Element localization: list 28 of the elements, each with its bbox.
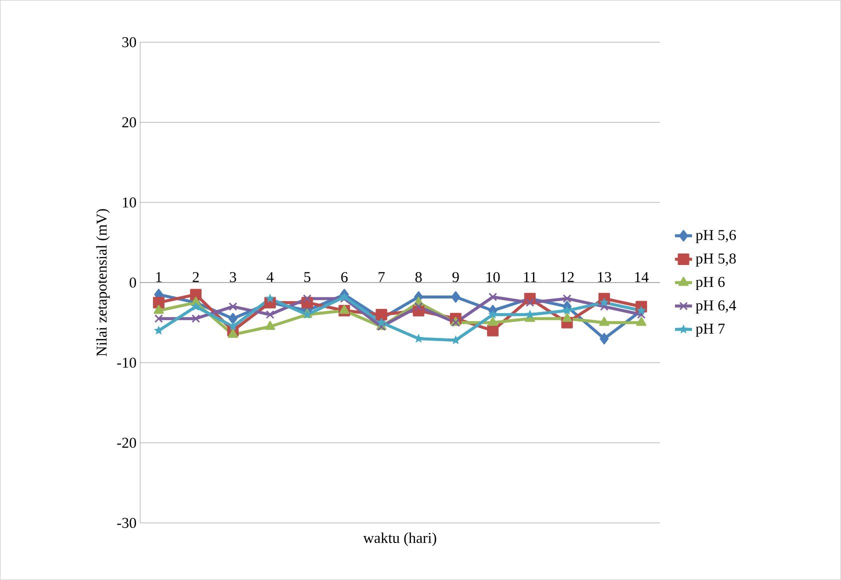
x-tick-label: 6 [341, 272, 348, 282]
x-tick-label: 13 [598, 272, 612, 282]
x-tick-label: 8 [415, 272, 422, 282]
y-tick-label: 30 [122, 37, 136, 48]
y-tick-label: -20 [117, 438, 136, 448]
x-tick-label: 2 [192, 272, 199, 282]
legend-label: pH 5,6 [696, 230, 736, 244]
x-axis-title: waktu (hari) [363, 532, 436, 546]
y-tick-label: 0 [130, 277, 136, 288]
x-tick-label: 9 [452, 272, 459, 282]
x-tick-label: 11 [524, 272, 536, 282]
legend-label: pH 5,8 [696, 253, 736, 267]
legend-label: pH 6 [696, 276, 725, 290]
x-tick-label: 3 [230, 272, 236, 282]
x-tick-label: 10 [486, 272, 500, 282]
x-tick-label: 4 [266, 272, 274, 282]
y-tick-label: 20 [122, 117, 136, 128]
x-tick-label: 12 [560, 272, 574, 282]
y-axis-title: Nilai zetapotensial (mV) [96, 209, 110, 356]
legend-label: pH 6,4 [696, 300, 736, 314]
x-tick-label: 5 [304, 272, 310, 282]
y-tick-label: -10 [117, 358, 136, 368]
x-tick-label: 7 [378, 272, 385, 282]
legend-label: pH 7 [696, 324, 725, 337]
y-tick-label: -30 [117, 518, 136, 528]
x-tick-label: 14 [635, 272, 649, 282]
y-tick-label: 10 [122, 197, 136, 208]
x-tick-label: 1 [156, 272, 162, 282]
